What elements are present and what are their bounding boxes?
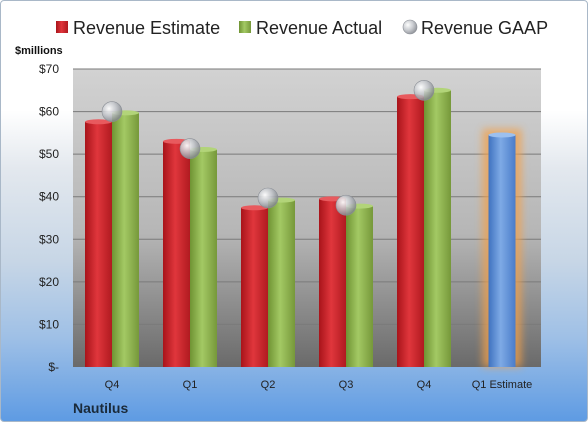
bar-revenue-estimate xyxy=(85,121,112,367)
y-tick-label: $20 xyxy=(39,275,59,289)
y-tick-label: $50 xyxy=(39,147,59,161)
y-tick-label: $30 xyxy=(39,232,59,246)
marker-revenue-gaap xyxy=(335,194,357,216)
y-tick-label: $10 xyxy=(39,317,59,331)
y-tick-label: $60 xyxy=(39,105,59,119)
bar-revenue-estimate-top xyxy=(241,205,268,211)
bar-revenue-estimate xyxy=(241,207,268,367)
bar-forecast-estimate xyxy=(488,134,516,367)
bar-revenue-actual xyxy=(346,206,373,367)
gridlines xyxy=(73,68,541,325)
x-axis: Q4 Q1 Q2 Q3 Q4 Q1 Estimate xyxy=(105,379,533,391)
marker-revenue-gaap xyxy=(179,138,201,159)
bars xyxy=(85,87,522,368)
legend-item-revenue-actual: Revenue Actual xyxy=(239,18,382,38)
y-tick-label: $- xyxy=(48,360,59,374)
legend-swatch-estimate xyxy=(56,21,68,33)
bar-revenue-actual xyxy=(190,149,217,367)
x-tick-label: Q1 xyxy=(183,379,198,391)
x-tick-label: Q4 xyxy=(417,379,432,391)
legend-swatch-actual xyxy=(239,21,251,33)
bar-forecast-estimate-top xyxy=(488,132,516,138)
legend-swatch-gaap xyxy=(402,19,418,35)
bar-revenue-actual xyxy=(268,200,295,367)
y-tick-label: $40 xyxy=(39,190,59,204)
bar-revenue-estimate-top xyxy=(85,119,112,125)
x-tick-label: Q4 xyxy=(105,379,120,391)
bar-revenue-actual xyxy=(424,90,451,368)
bar-revenue-estimate xyxy=(397,96,424,368)
legend-item-revenue-estimate: Revenue Estimate xyxy=(56,18,220,38)
gaap-markers xyxy=(101,79,435,216)
x-tick-label: Q1 Estimate xyxy=(472,379,533,391)
bar-revenue-estimate xyxy=(163,141,190,367)
legend: Revenue Estimate Revenue Actual Revenue … xyxy=(56,18,548,38)
legend-label-gaap: Revenue GAAP xyxy=(421,18,548,38)
marker-revenue-gaap xyxy=(101,101,123,122)
marker-revenue-gaap xyxy=(257,187,279,209)
legend-label-estimate: Revenue Estimate xyxy=(73,18,220,38)
x-tick-label: Q2 xyxy=(261,379,276,391)
bar-revenue-estimate xyxy=(319,198,346,367)
plot-area xyxy=(73,69,541,367)
y-tick-label: $70 xyxy=(39,62,59,76)
y-axis: $- $10 $20 $30 $40 $50 $60 $70 xyxy=(39,62,59,374)
marker-revenue-gaap xyxy=(413,79,435,101)
y-unit-label: $millions xyxy=(15,45,63,57)
legend-item-revenue-gaap: Revenue GAAP xyxy=(402,18,548,38)
legend-label-actual: Revenue Actual xyxy=(256,18,382,38)
x-tick-label: Q3 xyxy=(339,379,354,391)
company-name: Nautilus xyxy=(73,400,128,416)
bar-revenue-actual xyxy=(112,112,139,367)
